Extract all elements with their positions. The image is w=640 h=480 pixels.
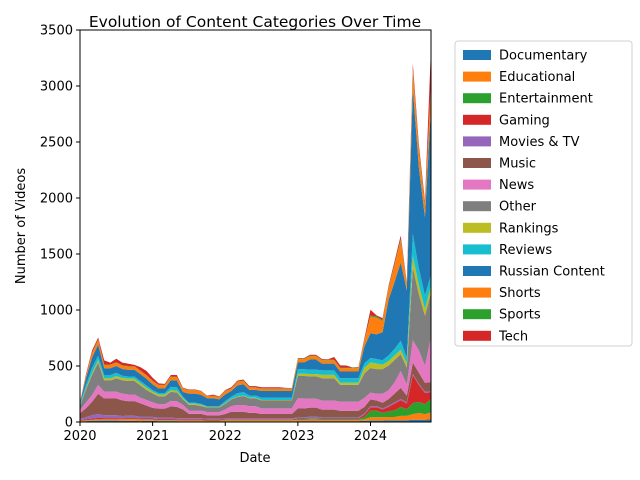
legend-swatch-sports [463,309,491,320]
y-tick-label: 3500 [40,24,73,39]
legend-frame [454,40,633,347]
x-tick-label: 2020 [63,429,96,444]
legend-swatch-documentary [463,50,491,60]
legend-swatch-movies-tv [463,136,491,147]
x-tick-label: 2022 [209,429,242,444]
area-educational [80,412,431,422]
area-movies-tv [80,373,431,421]
area-music [80,362,431,419]
y-tick-label: 0 [65,416,73,431]
legend-items: Documentary Educational Entertainment Gamin… [463,49,605,344]
y-axis-label: Number of Videos [14,168,29,284]
y-tick-label: 1500 [40,248,73,263]
legend-swatch-rankings [463,222,491,233]
legend-label-sports: Sports [499,308,541,323]
legend-label-news: News [499,178,534,193]
x-tick-label: 2024 [354,429,387,444]
legend-label-educational: Educational [499,70,575,85]
x-axis-label: Date [239,451,270,466]
legend-label-rankings: Rankings [499,221,559,236]
legend-label-music: Music [499,157,536,172]
legend-swatch-music [463,158,491,168]
y-tick-label: 1000 [40,304,73,319]
x-tick-label: 2023 [281,429,314,444]
y-tick-label: 2000 [40,192,73,207]
y-tick-label: 3000 [40,80,73,95]
legend-swatch-tech [463,330,491,341]
legend-label-russian-content: Russian Content [499,265,605,280]
legend-label-shorts: Shorts [499,286,541,301]
legend-swatch-entertainment [463,93,491,104]
plot-frame [79,29,432,423]
legend: Documentary Educational Entertainment Gamin… [454,40,633,347]
y-tick-label: 500 [48,360,73,375]
area-series-group [80,47,431,422]
legend-swatch-other [463,201,491,212]
chart-title: Evolution of Content Categories Over Tim… [89,13,421,31]
area-documentary [80,419,431,422]
legend-swatch-shorts [463,287,491,298]
y-axis: 0 500 1000 1500 2000 2500 3000 3500 [40,24,80,431]
legend-swatch-gaming [463,114,491,125]
x-axis: 2020 2021 2022 2023 2024 [63,422,387,444]
legend-label-reviews: Reviews [499,243,552,258]
legend-swatch-russian-content [463,266,491,276]
legend-swatch-educational [463,71,491,82]
legend-swatch-news [463,179,491,190]
legend-swatch-reviews [463,244,491,255]
legend-label-other: Other [499,200,537,215]
y-tick-label: 2500 [40,136,73,151]
legend-label-entertainment: Entertainment [499,92,593,107]
x-tick-label: 2021 [136,429,169,444]
legend-label-tech: Tech [498,329,528,344]
legend-label-documentary: Documentary [499,49,588,64]
legend-label-gaming: Gaming [499,113,550,128]
legend-label-movies-tv: Movies & TV [499,135,580,150]
